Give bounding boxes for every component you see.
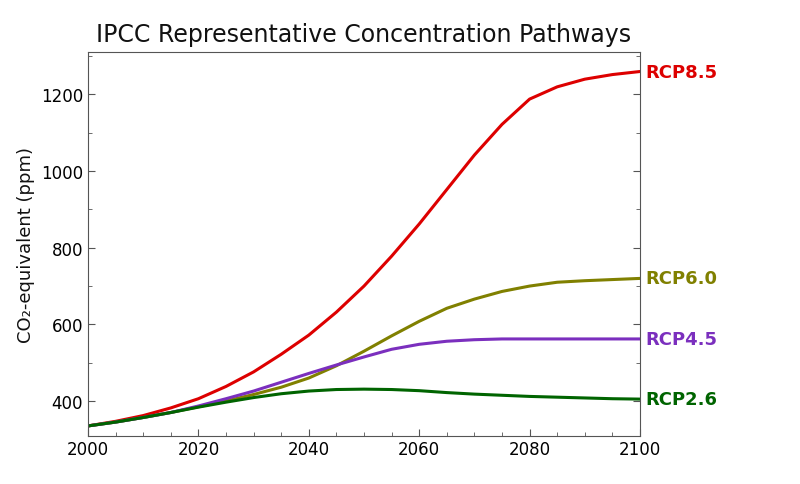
Text: RCP4.5: RCP4.5 — [646, 330, 718, 348]
Text: RCP6.0: RCP6.0 — [646, 270, 718, 288]
Text: RCP2.6: RCP2.6 — [646, 390, 718, 408]
Title: IPCC Representative Concentration Pathways: IPCC Representative Concentration Pathwa… — [97, 23, 631, 47]
Text: RCP8.5: RCP8.5 — [646, 63, 718, 81]
Y-axis label: CO₂-equivalent (ppm): CO₂-equivalent (ppm) — [18, 147, 35, 342]
